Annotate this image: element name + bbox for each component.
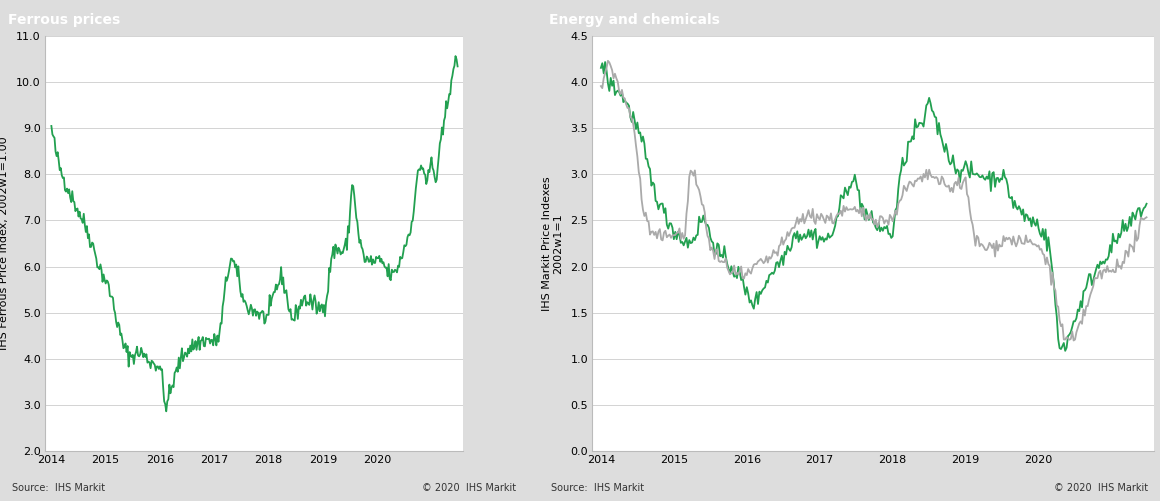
Chemicals <box>1016 240 1030 246</box>
Chemicals <box>594 83 608 89</box>
Text: Energy and chemicals: Energy and chemicals <box>549 13 719 27</box>
Energy <box>1044 259 1058 265</box>
Y-axis label: IHS Ferrous Price Index, 2002w1=1.00: IHS Ferrous Price Index, 2002w1=1.00 <box>0 137 9 350</box>
Line: Energy: Energy <box>601 62 1146 351</box>
Chemicals <box>1044 282 1058 288</box>
Text: © 2020  IHS Markit: © 2020 IHS Markit <box>1054 483 1148 493</box>
Energy <box>1058 348 1072 354</box>
Chemicals <box>1067 338 1081 344</box>
Energy <box>599 59 612 65</box>
Chemicals <box>660 234 674 240</box>
Chemicals <box>962 194 976 200</box>
Energy <box>962 170 976 176</box>
Chemicals <box>1139 214 1153 220</box>
Chemicals <box>601 58 615 64</box>
Chemicals <box>983 240 996 246</box>
Energy <box>1139 201 1153 207</box>
Text: Source:  IHS Markit: Source: IHS Markit <box>12 483 104 493</box>
Energy <box>1016 206 1030 212</box>
Energy <box>660 221 674 227</box>
Energy <box>1003 195 1017 201</box>
Y-axis label: IHS Markit Price Indexes
2002w1=1: IHS Markit Price Indexes 2002w1=1 <box>542 176 564 311</box>
Text: Ferrous prices: Ferrous prices <box>8 13 121 27</box>
Line: Chemicals: Chemicals <box>601 61 1146 341</box>
Energy <box>594 65 608 71</box>
Text: Source:  IHS Markit: Source: IHS Markit <box>551 483 644 493</box>
Text: © 2020  IHS Markit: © 2020 IHS Markit <box>422 483 516 493</box>
Chemicals <box>1003 236 1017 242</box>
Energy <box>983 168 996 174</box>
